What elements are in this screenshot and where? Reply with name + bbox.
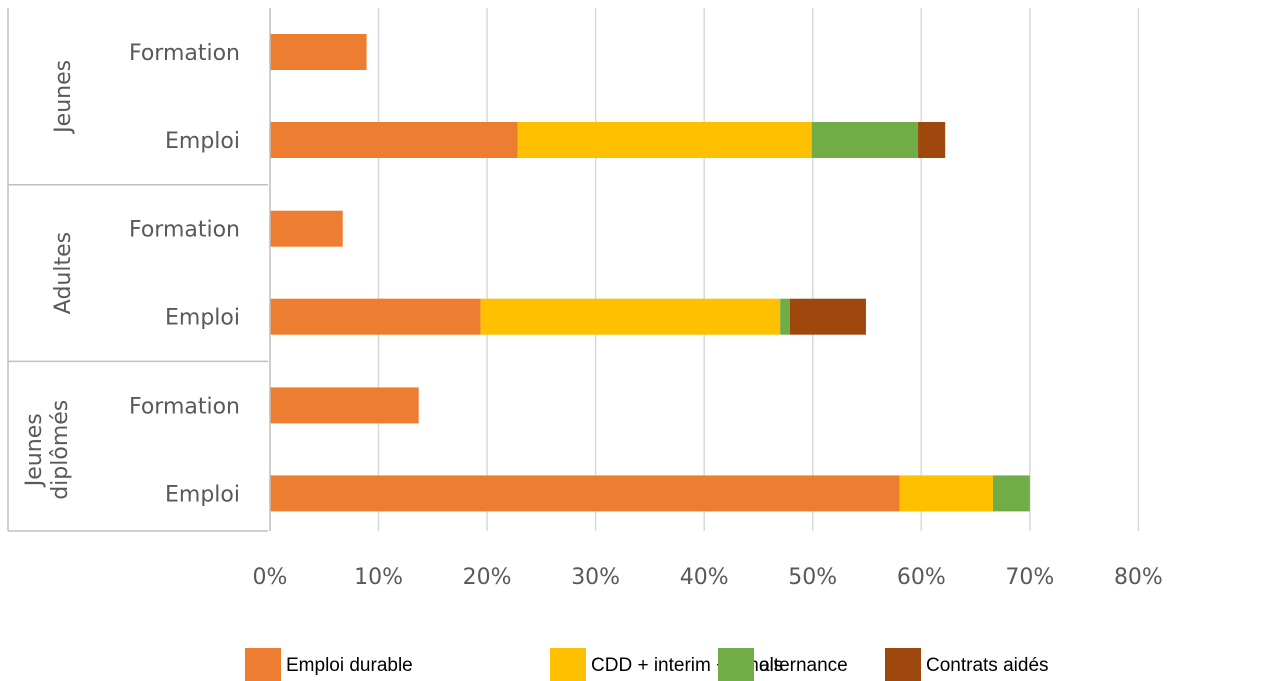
bar-jeunes-formation-emploi-durable [270, 34, 367, 70]
bars [270, 34, 1030, 512]
x-tick-label: 0% [253, 565, 288, 590]
x-tick-label: 70% [1005, 565, 1054, 590]
bar-adultes-emploi-contrats-aides [789, 298, 866, 335]
bar-jeunes-emploi-alternance [811, 122, 919, 158]
bar-jeunes-emploi-cdd-interim-6-mois [517, 122, 812, 158]
legend-swatch-contrats-aides [885, 648, 921, 681]
legend-label-contrats-aides: Contrats aidés [926, 655, 1049, 676]
bar-adultes-emploi-emploi-durable [270, 298, 481, 335]
x-tick-label: 40% [680, 565, 729, 590]
group-labels: Jeunes Adultes Jeunesdiplômés [22, 60, 76, 500]
bar-adultes-emploi-cdd-interim-6-mois [480, 298, 781, 335]
bar-adultes-formation-emploi-durable [270, 210, 343, 247]
legend-swatch-cdd-interim-6-mois [550, 648, 586, 681]
category-label: Emploi [165, 306, 240, 331]
bar-jeunes-emploi-emploi-durable [270, 122, 518, 158]
legend-swatch-alternance [718, 648, 754, 681]
x-tick-label: 10% [354, 565, 403, 590]
category-labels: Formation Emploi Formation Emploi Formation E… [129, 41, 240, 507]
bar-jeunes-diplomes-emploi-cdd-interim-6-mois [899, 475, 993, 512]
x-tick-label: 60% [897, 565, 946, 590]
x-tick-label: 20% [463, 565, 512, 590]
bar-jeunes-diplomes-formation-emploi-durable [270, 387, 419, 424]
category-label: Emploi [165, 129, 240, 154]
category-label: Formation [129, 218, 240, 243]
x-tick-label: 50% [788, 565, 837, 590]
x-tick-label: 30% [571, 565, 620, 590]
legend-label-emploi-durable: Emploi durable [286, 655, 413, 676]
bar-jeunes-diplomes-emploi-emploi-durable [270, 475, 900, 512]
legend-label-alternance: alternance [759, 655, 848, 676]
bar-jeunes-emploi-contrats-aides [918, 122, 946, 158]
bar-jeunes-diplomes-emploi-alternance [992, 475, 1030, 512]
category-label: Formation [129, 394, 240, 419]
group-label-adultes: Adultes [51, 232, 76, 314]
legend-label-cdd-interim-6-mois: CDD + interim +6 mois [591, 655, 783, 676]
x-tick-labels: 0% 10% 20% 30% 40% 50% 60% 70% 80% [253, 565, 1163, 590]
category-axis [7, 8, 271, 532]
group-label-jeunes: Jeunes [51, 60, 76, 135]
legend: Emploi durable CDD + interim +6 moisalter… [245, 648, 1049, 681]
category-label: Emploi [165, 482, 240, 507]
group-label-jeunes-diplomes: Jeunesdiplômés [22, 400, 73, 500]
x-tick-label: 80% [1114, 565, 1163, 590]
category-label: Formation [129, 41, 240, 66]
bar-adultes-emploi-alternance [780, 298, 790, 335]
gridlines [377, 8, 1140, 531]
legend-swatch-emploi-durable [245, 648, 281, 681]
